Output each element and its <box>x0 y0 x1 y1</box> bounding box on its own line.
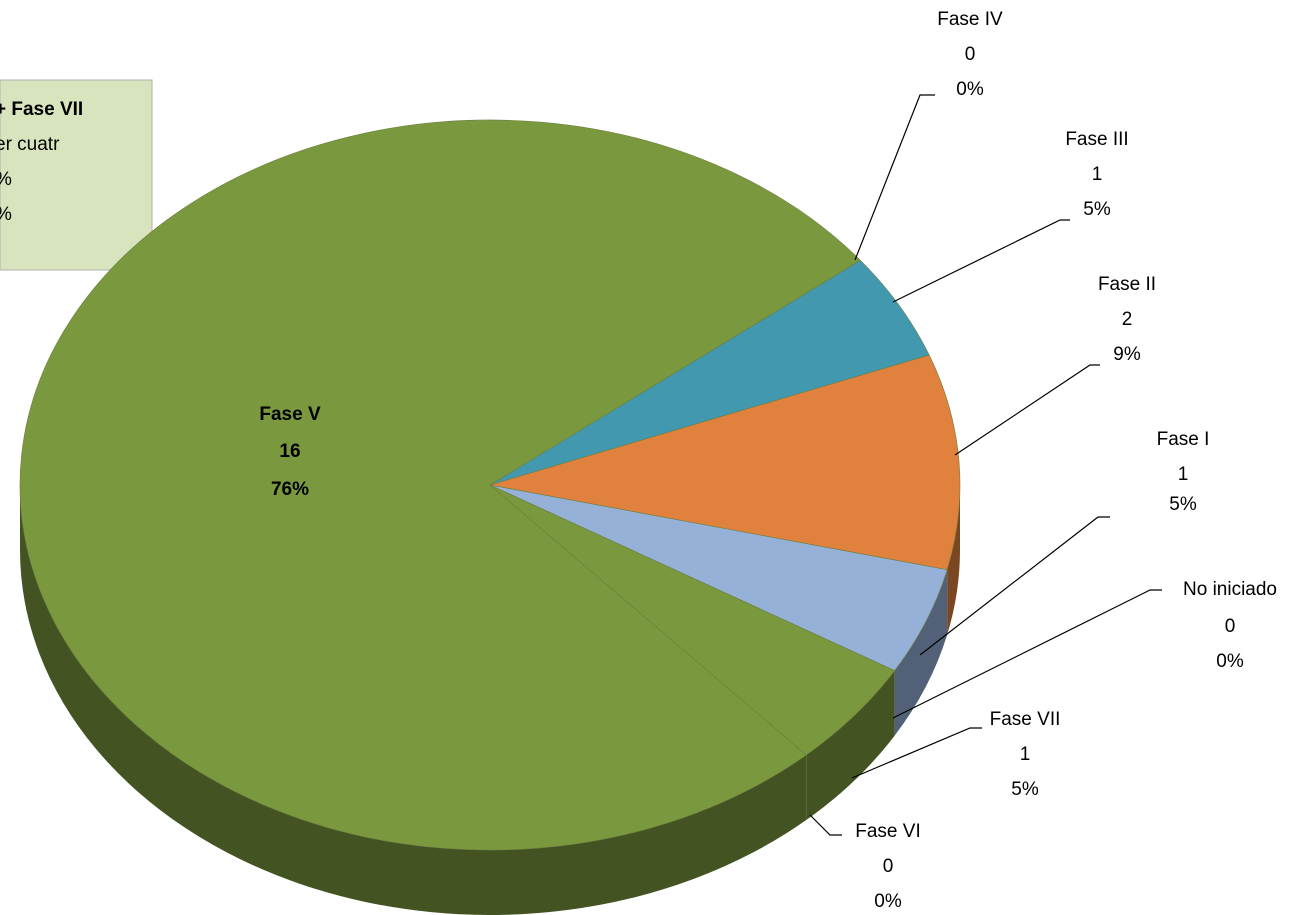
data-label: 0 <box>965 44 976 65</box>
data-label: Fase IV <box>937 9 1003 30</box>
data-label: 1 <box>1020 744 1031 765</box>
legend-text: % <box>0 204 12 225</box>
slice <box>19 119 861 851</box>
data-label: No iniciado <box>1183 579 1277 600</box>
slice <box>489 354 961 571</box>
leader-line <box>954 364 1100 456</box>
leader-line <box>919 516 1110 656</box>
data-label: 0 <box>883 856 894 877</box>
leader-line <box>854 94 935 261</box>
data-label: Fase VII <box>990 709 1061 730</box>
pie-sides <box>20 485 960 915</box>
slice-side <box>20 485 807 915</box>
data-label: 2 <box>1122 309 1133 330</box>
leader-line <box>809 814 842 836</box>
leader-line <box>892 589 1162 719</box>
legend-text: + Fase VII <box>0 99 83 120</box>
data-label: 5% <box>1083 199 1111 220</box>
data-label: 5% <box>1169 494 1197 515</box>
data-label: 1 <box>1092 164 1103 185</box>
data-label: 0% <box>1216 651 1244 672</box>
data-label: 5% <box>1011 779 1039 800</box>
data-label: Fase V <box>259 404 321 425</box>
data-label: 76% <box>271 479 309 500</box>
data-label: 9% <box>1113 344 1141 365</box>
slice-side <box>806 670 895 821</box>
legend-box <box>0 79 153 271</box>
legend-text: er cuatr <box>0 134 60 155</box>
data-label: 16 <box>279 441 300 462</box>
legend-text: % <box>0 169 12 190</box>
pie-tops <box>19 119 961 851</box>
data-label: Fase II <box>1098 274 1156 295</box>
data-label: Fase I <box>1157 429 1210 450</box>
data-label: 1 <box>1178 464 1189 485</box>
data-label: Fase III <box>1065 129 1128 150</box>
data-label: Fase VI <box>855 821 920 842</box>
leader-line <box>851 727 982 779</box>
data-label: 0 <box>1225 616 1236 637</box>
data-label: 0% <box>874 891 902 912</box>
leader-line <box>892 219 1070 303</box>
data-label: 0% <box>956 79 984 100</box>
slice-side <box>894 569 948 736</box>
slice-side <box>947 485 960 635</box>
data-labels: Fase IV 0 0% Fase III 1 5% Fase II 2 9% Fase I 1 5%… <box>0 9 1277 912</box>
